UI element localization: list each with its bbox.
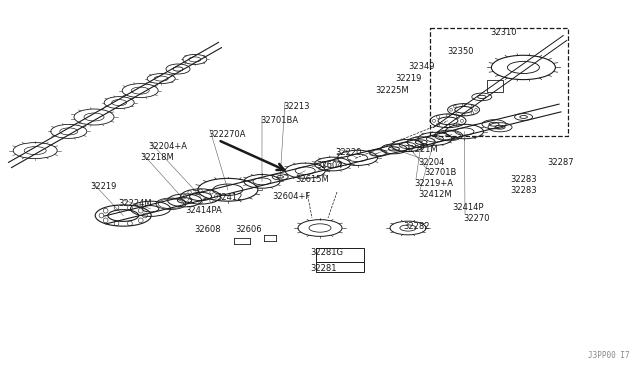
Text: 32412M: 32412M	[418, 190, 452, 199]
Text: 32225M: 32225M	[375, 86, 408, 95]
Text: 32213: 32213	[283, 102, 310, 111]
Text: 32281: 32281	[310, 264, 337, 273]
Text: 32283: 32283	[510, 186, 536, 195]
Text: J3PP00 I7: J3PP00 I7	[588, 351, 630, 360]
Text: 32221M: 32221M	[404, 145, 438, 154]
Text: 32204: 32204	[418, 158, 444, 167]
Text: 32608: 32608	[194, 225, 221, 234]
Text: 32414P: 32414P	[452, 203, 483, 212]
Text: 32701BA: 32701BA	[260, 116, 298, 125]
Text: 32604: 32604	[316, 161, 342, 170]
Text: 32218M: 32218M	[140, 153, 173, 162]
Text: 32604+F: 32604+F	[272, 192, 310, 201]
Text: 32615M: 32615M	[295, 175, 329, 184]
FancyBboxPatch shape	[487, 80, 503, 92]
FancyBboxPatch shape	[316, 262, 364, 272]
Text: 32701B: 32701B	[424, 168, 456, 177]
Text: 32606: 32606	[235, 225, 262, 234]
Text: 32349: 32349	[408, 62, 435, 71]
Text: 32219: 32219	[90, 182, 116, 191]
Text: 32350: 32350	[447, 47, 474, 56]
Text: 32224M: 32224M	[118, 199, 152, 208]
Text: 32414PA: 32414PA	[185, 206, 221, 215]
FancyBboxPatch shape	[316, 248, 364, 262]
Text: 32281G: 32281G	[310, 248, 343, 257]
Text: 32310: 32310	[490, 28, 516, 37]
Text: 322270A: 322270A	[208, 130, 246, 139]
Text: 32282: 32282	[403, 222, 429, 231]
Text: 32219+A: 32219+A	[414, 179, 453, 188]
Text: 32283: 32283	[510, 175, 536, 184]
Text: 32270: 32270	[463, 214, 490, 223]
Text: 32219: 32219	[395, 74, 421, 83]
Text: 32412: 32412	[216, 193, 243, 202]
Text: 32287: 32287	[547, 158, 573, 167]
Text: 32204+A: 32204+A	[148, 142, 187, 151]
Text: 32220: 32220	[335, 148, 362, 157]
